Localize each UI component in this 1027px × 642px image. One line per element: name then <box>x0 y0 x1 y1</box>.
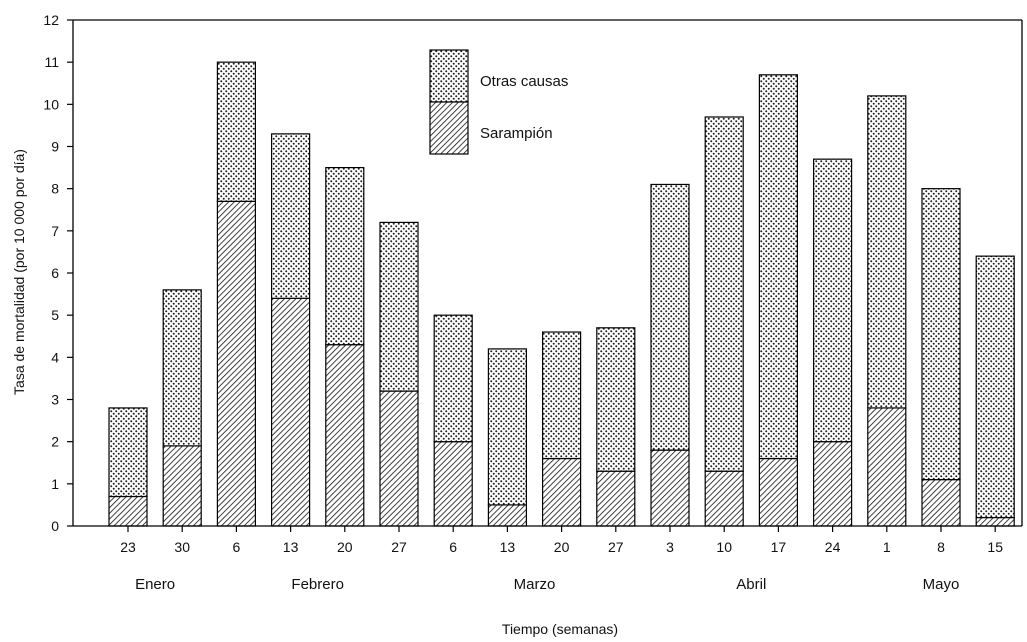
bar-otras-causas-7 <box>487 348 527 506</box>
x-tick-label-8: 20 <box>554 539 570 555</box>
x-tick-label-14: 1 <box>883 539 891 555</box>
y-tick-label-6: 6 <box>51 265 59 281</box>
x-tick-label-1: 30 <box>174 539 190 555</box>
month-label-1: Febrero <box>291 576 344 593</box>
legend: Otras causas Sarampión <box>429 49 568 155</box>
x-tick-label-16: 15 <box>987 539 1003 555</box>
bar-otras-causas-13 <box>812 158 853 443</box>
x-tick-label-0: 23 <box>120 539 136 555</box>
bar-sarampion-6 <box>433 441 473 527</box>
y-tick-label-5: 5 <box>51 307 59 323</box>
month-label-3: Abril <box>736 576 766 593</box>
y-tick-label-0: 0 <box>51 518 59 534</box>
bar-sarampion-3 <box>271 297 311 527</box>
legend-label-sarampion: Sarampión <box>480 125 553 142</box>
bar-otras-causas-9 <box>596 327 636 472</box>
bar-sarampion-11 <box>704 470 744 527</box>
bar-sarampion-7 <box>487 504 527 527</box>
bars-layer <box>108 61 1015 527</box>
bar-sarampion-14 <box>867 407 907 527</box>
y-tick-label-10: 10 <box>43 96 59 112</box>
y-tick-label-12: 12 <box>43 12 59 28</box>
y-tick-label-11: 11 <box>44 54 59 70</box>
x-tick-label-15: 8 <box>937 539 945 555</box>
bar-sarampion-2 <box>216 200 256 527</box>
bar-otras-causas-15 <box>921 188 961 481</box>
bar-otras-causas-2 <box>216 61 256 202</box>
legend-swatch-sarampion <box>429 101 469 155</box>
x-tick-label-6: 6 <box>449 539 457 555</box>
bar-otras-causas-5 <box>379 221 419 392</box>
bar-otras-causas-3 <box>271 133 311 299</box>
bar-sarampion-8 <box>541 457 582 527</box>
x-tick-label-13: 24 <box>825 539 841 555</box>
bar-otras-causas-16 <box>975 255 1015 519</box>
bar-otras-causas-10 <box>650 183 690 451</box>
y-tick-label-2: 2 <box>51 434 59 450</box>
bar-otras-causas-0 <box>108 407 148 498</box>
x-tick-label-10: 3 <box>666 539 674 555</box>
y-tick-label-4: 4 <box>51 349 59 365</box>
legend-swatch-otras-causas <box>429 49 469 103</box>
x-tick-label-12: 17 <box>771 539 787 555</box>
x-tick-label-2: 6 <box>233 539 241 555</box>
y-tick-label-7: 7 <box>51 223 59 239</box>
y-axis-title: Tasa de mortalidad (por 10 000 por día) <box>11 149 27 395</box>
bar-sarampion-13 <box>812 441 853 527</box>
bar-sarampion-4 <box>325 344 365 527</box>
bar-otras-causas-11 <box>704 116 744 472</box>
y-tick-label-8: 8 <box>51 181 59 197</box>
x-tick-label-5: 27 <box>391 539 407 555</box>
bar-sarampion-0 <box>108 495 148 527</box>
bar-sarampion-12 <box>758 457 799 527</box>
x-axis-title: Tiempo (semanas) <box>502 621 618 637</box>
bar-sarampion-16 <box>975 516 1015 527</box>
y-tick-label-3: 3 <box>51 392 59 408</box>
bar-otras-causas-1 <box>162 289 202 447</box>
month-label-2: Marzo <box>514 576 556 593</box>
bar-otras-causas-14 <box>867 95 907 409</box>
x-tick-label-7: 13 <box>500 539 516 555</box>
x-tick-label-3: 13 <box>283 539 299 555</box>
bar-otras-causas-12 <box>758 74 799 460</box>
bar-sarampion-9 <box>596 470 636 527</box>
legend-label-otras-causas: Otras causas <box>480 73 568 90</box>
bar-sarampion-10 <box>650 449 690 527</box>
bar-otras-causas-4 <box>325 166 365 346</box>
month-label-4: Mayo <box>923 576 960 593</box>
x-tick-label-11: 10 <box>716 539 732 555</box>
bar-otras-causas-6 <box>433 314 473 443</box>
bar-otras-causas-8 <box>541 331 582 460</box>
bar-sarampion-1 <box>162 445 202 527</box>
x-tick-label-9: 27 <box>608 539 624 555</box>
y-tick-label-1: 1 <box>51 476 59 492</box>
bar-sarampion-15 <box>921 479 961 527</box>
x-tick-label-4: 20 <box>337 539 353 555</box>
month-label-0: Enero <box>135 576 175 593</box>
y-tick-label-9: 9 <box>51 139 59 155</box>
bar-sarampion-5 <box>379 390 419 527</box>
